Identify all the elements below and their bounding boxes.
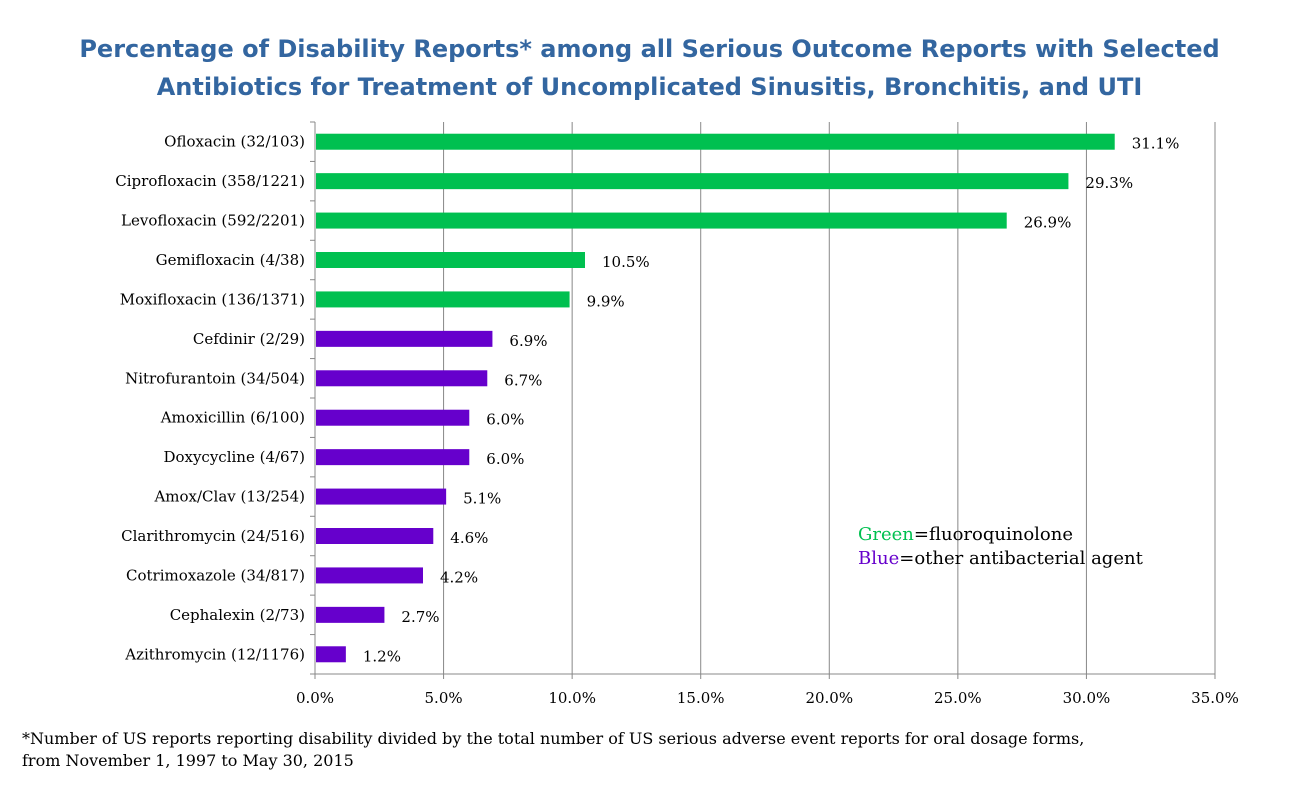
- category-label: Gemifloxacin (4/38): [156, 251, 305, 269]
- category-label: Cephalexin (2/73): [170, 606, 305, 624]
- value-label: 31.1%: [1132, 135, 1180, 153]
- chart-title-line-2: Antibiotics for Treatment of Uncomplicat…: [156, 73, 1143, 101]
- value-label: 2.7%: [401, 608, 439, 626]
- x-tick-label: 5.0%: [425, 689, 463, 707]
- bar: [316, 449, 470, 466]
- bar: [316, 133, 1115, 150]
- category-label: Amox/Clav (13/254): [153, 488, 305, 506]
- bar-chart: 0.0% 5.0% 10.0% 15.0% 20.0% 25.0% 30.0% 35.0% Of…: [115, 121, 1239, 707]
- chart-title: Percentage of Disability Reports* among …: [0, 30, 1299, 106]
- value-label: 29.3%: [1085, 174, 1133, 192]
- chart-title-line-1: Percentage of Disability Reports* among …: [79, 35, 1220, 63]
- value-label: 6.7%: [504, 371, 542, 389]
- footnote-line-2: from November 1, 1997 to May 30, 2015: [22, 751, 354, 770]
- bar: [316, 252, 585, 268]
- bar: [316, 567, 423, 584]
- value-label: 6.0%: [486, 450, 524, 468]
- bar: [316, 528, 434, 544]
- value-label: 26.9%: [1024, 214, 1072, 232]
- category-label: Cotrimoxazole (34/817): [126, 566, 305, 584]
- bar: [316, 606, 385, 623]
- category-label: Ciprofloxacin (358/1221): [115, 172, 305, 190]
- legend-text: =other antibacterial agent: [899, 548, 1143, 569]
- x-tick-label: 20.0%: [805, 689, 853, 707]
- value-label: 4.2%: [440, 568, 478, 586]
- category-label: Moxifloxacin (136/1371): [120, 290, 305, 308]
- bar: [316, 488, 447, 505]
- bar: [316, 409, 470, 426]
- value-label: 6.9%: [509, 332, 547, 350]
- value-label: 10.5%: [602, 253, 650, 271]
- legend-entry: Green=fluoroquinolone: [858, 524, 1073, 545]
- bar: [316, 212, 1007, 229]
- x-tick-label: 35.0%: [1191, 689, 1239, 707]
- category-label: Clarithromycin (24/516): [121, 527, 305, 545]
- bar: [316, 646, 346, 663]
- bar: [316, 173, 1069, 190]
- category-label: Azithromycin (12/1176): [124, 645, 305, 663]
- category-label: Doxycycline (4/67): [163, 448, 305, 466]
- category-label: Nitrofurantoin (34/504): [125, 369, 305, 387]
- footnote-line-1: *Number of US reports reporting disabili…: [22, 729, 1085, 748]
- bar: [316, 370, 488, 387]
- bar: [316, 291, 570, 308]
- category-label: Ofloxacin (32/103): [164, 133, 305, 151]
- category-label: Levofloxacin (592/2201): [121, 212, 305, 230]
- x-tick-label: 30.0%: [1063, 689, 1111, 707]
- value-label: 6.0%: [486, 411, 524, 429]
- x-tick-label: 25.0%: [934, 689, 982, 707]
- legend-color-word: Blue: [858, 548, 899, 569]
- category-label: Amoxicillin (6/100): [160, 409, 305, 427]
- category-label: Cefdinir (2/29): [193, 330, 305, 348]
- legend-entry: Blue=other antibacterial agent: [858, 548, 1144, 569]
- value-label: 9.9%: [587, 292, 625, 310]
- footnote: *Number of US reports reporting disabili…: [22, 728, 1084, 772]
- value-label: 5.1%: [463, 490, 501, 508]
- bar: [316, 330, 493, 347]
- value-label: 1.2%: [363, 647, 401, 665]
- value-label: 4.6%: [450, 529, 488, 547]
- legend-color-word: Green: [858, 524, 914, 545]
- legend-text: =fluoroquinolone: [914, 524, 1073, 545]
- x-tick-label: 10.0%: [548, 689, 596, 707]
- x-tick-label: 0.0%: [296, 689, 334, 707]
- x-tick-label: 15.0%: [677, 689, 725, 707]
